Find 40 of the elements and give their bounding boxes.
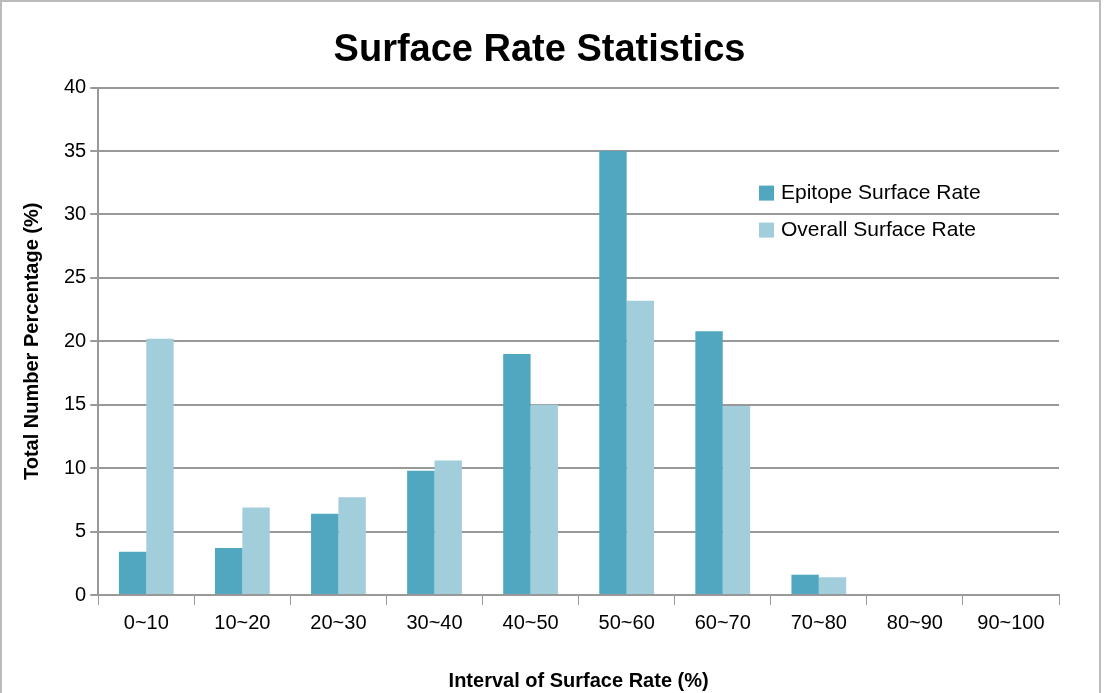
chart-title: Surface Rate Statistics [333,27,746,70]
x-tick-label: 80~90 [886,610,943,633]
x-tick-label: 40~50 [502,610,559,633]
y-tick-label: 10 [64,455,87,478]
x-tick-label: 10~20 [214,610,271,633]
legend-label: Epitope Surface Rate [781,180,981,204]
x-tick-label: 60~70 [694,610,751,633]
bar [818,577,847,594]
x-tick-label: 0~10 [123,610,169,633]
bar [338,497,366,594]
bar [434,460,462,594]
x-tick-label: 70~80 [790,610,847,633]
bar [722,405,751,594]
bar [146,338,174,594]
x-axis-title: Interval of Surface Rate (%) [448,668,709,691]
bar [242,507,270,594]
y-tick-label: 30 [64,201,87,224]
y-tick-label: 15 [64,392,87,415]
bar [214,548,243,594]
x-tick-label: 90~100 [977,610,1045,633]
bar [407,470,435,594]
x-tick-label: 50~60 [598,610,655,633]
y-tick-label: 35 [64,138,87,161]
y-axis-title: Total Number Percentage (%) [19,202,42,481]
bar [791,574,819,594]
bar [599,151,627,594]
y-tick-label: 25 [64,265,87,288]
bar [311,513,339,594]
y-tick-label: 5 [75,519,87,542]
y-tick-label: 20 [64,328,87,351]
bar [695,331,723,594]
y-tick-label: 40 [64,75,87,98]
bar [530,404,558,594]
bar [503,353,531,594]
bar [118,551,147,594]
bar [626,300,655,594]
x-tick-label: 20~30 [310,610,367,633]
x-tick-label: 30~40 [406,610,463,633]
legend-label: Overall Surface Rate [781,217,976,241]
y-tick-label: 0 [75,582,87,605]
